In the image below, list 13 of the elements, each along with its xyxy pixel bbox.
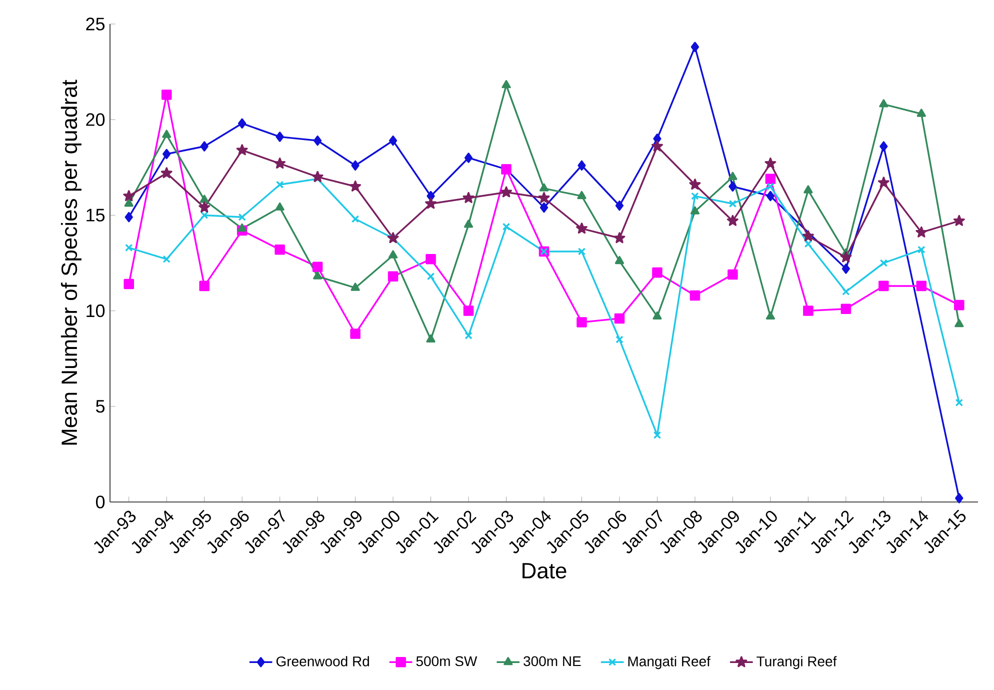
y-tick-label: 5: [96, 400, 105, 413]
x-axis-title: Date: [522, 563, 566, 578]
y-tick-label: 0: [96, 496, 105, 508]
legend-label: Greenwood Rd: [276, 656, 369, 666]
y-axis-title: Mean Number of Species per quadrat: [60, 80, 82, 445]
legend-label: Mangati Reef: [628, 656, 710, 670]
y-tick-label: 10: [86, 304, 105, 318]
y-tick-label: 25: [86, 18, 105, 30]
y-tick-label: 20: [86, 113, 105, 126]
legend-label: 300m NE: [524, 656, 581, 666]
legend-label: 500m SW: [416, 656, 478, 666]
y-tick-label: 15: [86, 208, 105, 222]
legend-label: Turangi Reef: [756, 656, 837, 670]
